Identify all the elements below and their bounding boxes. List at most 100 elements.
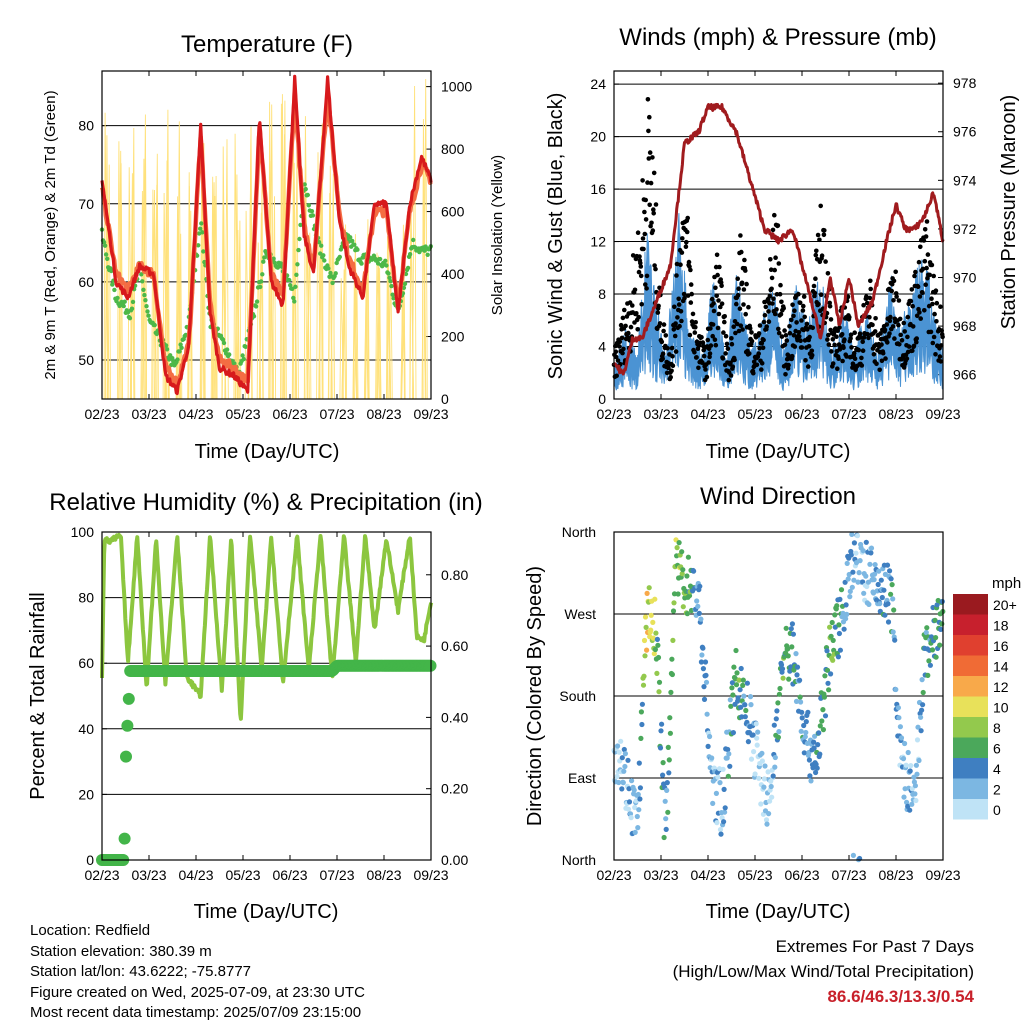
gust-point [619, 335, 625, 341]
direction-point [680, 567, 686, 573]
gust-point [751, 359, 757, 365]
gust-point [730, 364, 736, 370]
gust-point [782, 328, 787, 333]
x-tick-label: 04/23 [690, 867, 725, 883]
dewpoint-point [402, 281, 408, 286]
direction-point [916, 757, 922, 764]
direction-point [907, 768, 913, 774]
gust-point [826, 342, 832, 347]
gust-point [847, 315, 852, 320]
dewpoint-point [170, 356, 175, 361]
direction-point [653, 630, 659, 636]
dewpoint-point [196, 243, 201, 248]
direction-point [789, 621, 796, 627]
direction-point [868, 545, 875, 551]
direction-point [812, 733, 818, 739]
gust-point [706, 360, 711, 365]
temperature-xlabel: Time (Day/UTC) [195, 441, 340, 463]
gust-point [735, 292, 741, 298]
gust-point [891, 278, 897, 284]
gust-point [774, 307, 779, 312]
dewpoint-point [112, 287, 117, 293]
direction-point [755, 729, 761, 735]
gust-point [754, 362, 760, 368]
solar-spike [327, 193, 333, 400]
direction-point [888, 591, 894, 597]
gust-point [708, 343, 714, 348]
gust-point [766, 309, 771, 314]
gust-point [868, 278, 873, 284]
gust-point [880, 350, 886, 356]
gust-point [635, 230, 641, 235]
dewpoint-point [102, 243, 108, 248]
gust-point [694, 355, 699, 360]
direction-point [856, 570, 862, 576]
gust-point [710, 333, 715, 339]
direction-point [850, 569, 856, 575]
direction-point [642, 614, 649, 620]
gust-point [618, 322, 624, 328]
y-tick-label: 50 [78, 352, 94, 368]
gust-point [767, 293, 773, 299]
gust-point [796, 291, 801, 297]
gust-point [781, 305, 786, 311]
gust-point [778, 311, 784, 317]
direction-point [640, 682, 647, 688]
direction-point [820, 727, 827, 733]
gust-point [716, 298, 721, 303]
direction-point [819, 718, 825, 724]
gust-point [772, 311, 778, 317]
colorbar-swatch [953, 799, 988, 820]
solar-spike [151, 189, 156, 400]
solar-spike [104, 135, 110, 400]
dewpoint-point [260, 272, 265, 277]
y-tick-label: 0 [598, 391, 606, 407]
direction-point [835, 654, 842, 660]
gust-point [851, 350, 857, 356]
gust-point [825, 337, 830, 342]
gust-point [918, 316, 923, 321]
solar-spike [376, 295, 382, 400]
precip-point [118, 832, 131, 845]
dewpoint-point [309, 209, 315, 214]
gust-point [770, 301, 775, 306]
gust-point [842, 337, 847, 342]
gust-point [680, 236, 685, 241]
gust-point [918, 244, 923, 250]
direction-point [695, 603, 701, 610]
dewpoint-point [390, 292, 395, 297]
direction-point [642, 653, 648, 659]
gust-point [799, 345, 805, 350]
direction-point [898, 735, 905, 741]
gust-point [796, 330, 802, 335]
dewpoint-point [141, 287, 146, 292]
dewpoint-point [164, 347, 170, 352]
direction-ylabel: Direction (Colored By Speed) [524, 566, 546, 826]
direction-point [851, 577, 857, 583]
gust-point [826, 332, 831, 338]
direction-point [824, 648, 830, 654]
direction-point [802, 734, 808, 740]
direction-point [829, 619, 835, 626]
direction-point [665, 744, 671, 751]
direction-point [766, 811, 772, 817]
gust-point [724, 341, 730, 347]
direction-point [890, 596, 896, 602]
gust-point [704, 374, 710, 380]
gust-point [614, 373, 619, 379]
direction-point [872, 571, 878, 577]
direction-point [663, 816, 669, 822]
plot-border [613, 70, 944, 400]
dewpoint-point [121, 303, 126, 309]
gust-point [646, 156, 652, 161]
gust-point [859, 363, 865, 368]
gust-point [772, 212, 777, 218]
gust-point [904, 356, 910, 361]
direction-point [652, 646, 659, 653]
direction-point [631, 787, 637, 793]
dewpoint-point [333, 271, 338, 276]
direction-point [847, 588, 853, 595]
gust-point [665, 346, 670, 351]
gust-point [626, 330, 631, 336]
gust-point [641, 246, 646, 252]
